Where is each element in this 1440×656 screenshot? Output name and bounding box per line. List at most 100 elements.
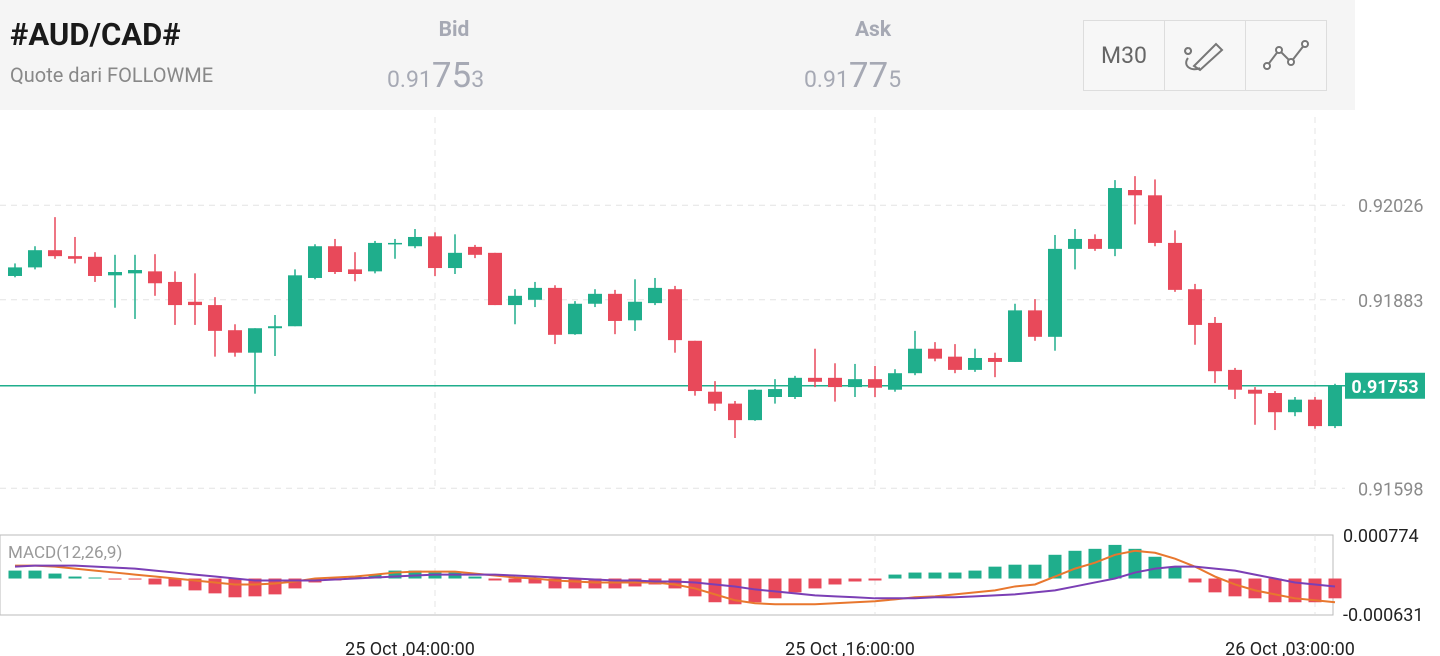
- histogram-bar: [88, 577, 102, 579]
- histogram-bar: [8, 570, 22, 579]
- histogram-bar: [828, 578, 842, 585]
- candle-body: [788, 377, 802, 397]
- candle-body: [88, 256, 102, 276]
- timeframe-button[interactable]: M30: [1084, 21, 1165, 90]
- histogram-bar: [768, 578, 782, 599]
- histogram-bar: [208, 578, 222, 594]
- histogram-bar: [948, 572, 962, 579]
- histogram-bar: [28, 570, 42, 579]
- candle-body: [428, 236, 442, 269]
- candle-body: [1068, 238, 1082, 249]
- candle-body: [488, 252, 502, 306]
- y-tick-label: 0.92026: [1358, 196, 1423, 217]
- candle-body: [1168, 242, 1182, 290]
- candle-body: [1008, 310, 1022, 362]
- price-part: 75: [431, 55, 472, 96]
- draw-button[interactable]: [1165, 21, 1246, 90]
- indicator-icon: [1263, 39, 1309, 70]
- candle-body: [848, 379, 862, 388]
- candle-body: [208, 305, 222, 331]
- candle-body: [8, 267, 22, 276]
- y-tick-label: 0.000774: [1343, 526, 1419, 547]
- candle-body: [528, 287, 542, 300]
- y-tick-label: -0.000631: [1343, 605, 1424, 626]
- candle-body: [708, 391, 722, 404]
- histogram-bar: [1208, 578, 1222, 593]
- candle-body: [808, 377, 822, 382]
- histogram-bar: [1028, 564, 1042, 579]
- candle-body: [648, 287, 662, 304]
- candle-body: [548, 287, 562, 335]
- histogram-bar: [528, 578, 542, 584]
- symbol: #AUD/CAD#: [10, 16, 181, 53]
- candle-body: [888, 373, 902, 390]
- quote-header: #AUD/CAD# Quote dari FOLLOWME Bid 0.9175…: [0, 0, 1355, 110]
- histogram-bar: [568, 578, 582, 589]
- candle-body: [668, 289, 682, 341]
- histogram-bar: [168, 578, 182, 587]
- histogram-bar: [1168, 566, 1182, 579]
- histogram-bar: [1048, 554, 1062, 579]
- price-part: 0.91: [387, 66, 432, 93]
- histogram-bar: [908, 572, 922, 579]
- candle-body: [348, 269, 362, 274]
- histogram-bar: [1228, 578, 1242, 597]
- candle-body: [968, 357, 982, 370]
- source: Quote dari FOLLOWME: [10, 63, 214, 87]
- last-price-label: 0.91753: [1351, 377, 1418, 398]
- histogram-bar: [1108, 544, 1122, 579]
- price-part: 5: [888, 66, 902, 93]
- histogram-bar: [288, 578, 302, 589]
- histogram-bar: [48, 573, 62, 579]
- histogram-bar: [808, 578, 822, 589]
- histogram-bar: [788, 578, 802, 593]
- candle-body: [988, 357, 1002, 362]
- histogram-bar: [248, 578, 262, 597]
- x-tick-label: 25 Oct ,04:00:00: [345, 639, 475, 656]
- candle-body: [1208, 322, 1222, 372]
- histogram-bar: [488, 578, 502, 581]
- histogram-bar: [68, 576, 82, 579]
- price-part: 3: [471, 66, 485, 93]
- x-tick-label: 25 Oct ,16:00:00: [785, 639, 915, 656]
- histogram-bar: [968, 570, 982, 579]
- histogram-bar: [1268, 578, 1282, 603]
- histogram-bar: [228, 578, 242, 598]
- candle-body: [948, 356, 962, 370]
- candle-body: [688, 340, 702, 392]
- histogram-bar: [668, 578, 682, 589]
- candle-body: [388, 242, 402, 245]
- candle-body: [1188, 289, 1202, 325]
- candle-body: [468, 246, 482, 255]
- histogram-bar: [708, 578, 722, 603]
- candle-body: [1248, 389, 1262, 394]
- candle-body: [328, 246, 342, 273]
- histogram-bar: [1008, 564, 1022, 579]
- candle-body: [68, 256, 82, 259]
- histogram-bar: [848, 578, 862, 582]
- candle-body: [148, 271, 162, 284]
- bid-label: Bid: [438, 18, 470, 42]
- histogram-bar: [188, 578, 202, 591]
- candle-body: [1228, 369, 1242, 390]
- y-tick-label: 0.91883: [1358, 291, 1423, 312]
- histogram-bar: [1248, 578, 1262, 599]
- candle-body: [588, 293, 602, 304]
- histogram-bar: [388, 570, 402, 579]
- candle-body: [288, 275, 302, 327]
- candle-body: [268, 326, 282, 329]
- histogram-bar: [548, 578, 562, 589]
- histogram-bar: [988, 566, 1002, 579]
- candle-body: [308, 246, 322, 278]
- histogram-bar: [868, 578, 882, 581]
- histogram-bar: [468, 576, 482, 579]
- indicator-line: [15, 549, 1336, 606]
- candle-body: [248, 328, 262, 353]
- histogram-bar: [1288, 578, 1302, 603]
- indicator-button[interactable]: [1246, 21, 1326, 90]
- candle-body: [448, 252, 462, 269]
- candle-body: [568, 303, 582, 335]
- candle-body: [228, 330, 242, 353]
- toolbar: M30: [1083, 20, 1327, 91]
